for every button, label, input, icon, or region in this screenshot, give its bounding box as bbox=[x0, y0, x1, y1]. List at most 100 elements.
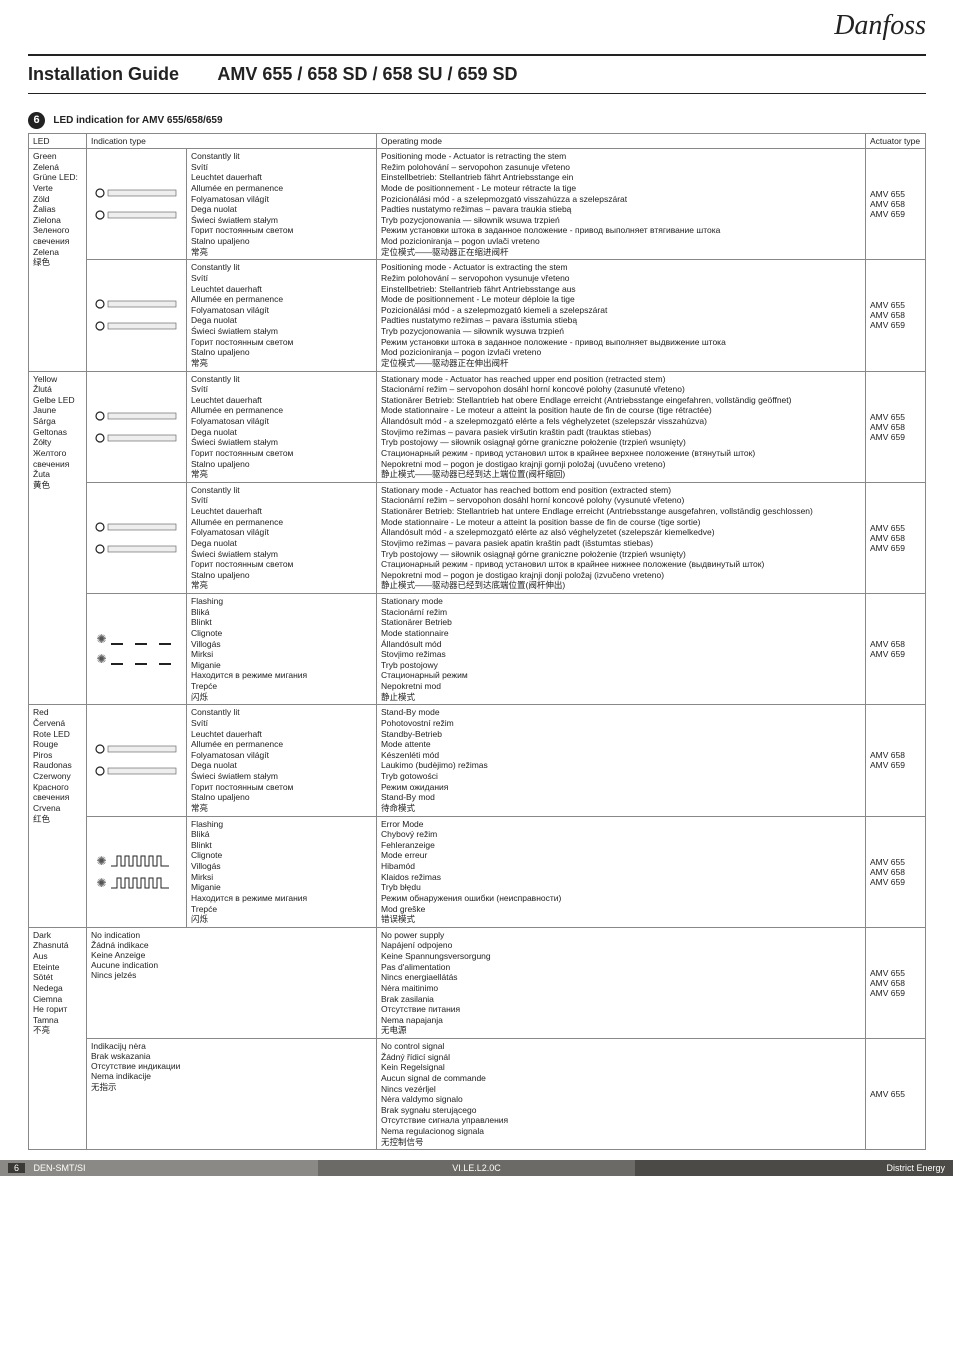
operating-mode-cell: Error ModeChybový režimFehleranzeigeMode… bbox=[377, 816, 866, 927]
indication-cell: ✺ ✺ FlashingBlikáBlinktClignoteVillogásM… bbox=[87, 594, 377, 705]
indication-label: Trepće bbox=[191, 904, 372, 915]
signal-flashing-pulse-icon: ✺ bbox=[96, 876, 176, 890]
indication-label: 常亮 bbox=[191, 469, 372, 480]
led-name: Piros bbox=[33, 750, 82, 761]
table-row: ✺ ✺ FlashingBlikáBlinktClignoteVillogásM… bbox=[29, 816, 926, 927]
signal-constant-icon bbox=[94, 742, 180, 756]
col-header-mode: Operating mode bbox=[377, 134, 866, 149]
indication-label: Leuchtet dauerhaft bbox=[191, 506, 372, 517]
indication-label: Constantly lit bbox=[191, 151, 372, 162]
led-name: Yellow bbox=[33, 374, 82, 385]
indication-cell: Constantly litSvítíLeuchtet dauerhaftAll… bbox=[87, 482, 377, 593]
indication-label: Nema indikacije bbox=[91, 1071, 372, 1081]
actuator-line: AMV 658 bbox=[870, 639, 921, 649]
led-name: Sötét bbox=[33, 972, 82, 983]
mode-line: No power supply bbox=[381, 930, 861, 941]
mode-line: Állandósult mód - a szelepmozgató elérte… bbox=[381, 416, 861, 427]
indication-label: Žádná indikace bbox=[91, 940, 372, 950]
led-name: свечения bbox=[33, 459, 82, 470]
mode-line: Stovįimo režimas bbox=[381, 649, 861, 660]
footer-left-text: DEN-SMT/SI bbox=[34, 1163, 86, 1173]
indication-cell: ✺ ✺ FlashingBlikáBlinktClignoteVillogásM… bbox=[87, 816, 377, 927]
mode-line: Tryb postojowy — siłownik osiągnął górne… bbox=[381, 437, 861, 448]
indication-label: Горит постоянным светом bbox=[191, 225, 372, 236]
signal-constant-icon bbox=[94, 764, 180, 778]
indication-label: No indication bbox=[91, 930, 372, 940]
mode-line: Stand-By mod bbox=[381, 792, 861, 803]
mode-line: Mode erreur bbox=[381, 850, 861, 861]
mode-line: Отсутствие сигнала управления bbox=[381, 1115, 861, 1126]
mode-line: Nėra valdymo signalo bbox=[381, 1094, 861, 1105]
indication-label: Горит постоянным светом bbox=[191, 448, 372, 459]
indication-cell: Indikacijų nėraBrak wskazaniaОтсутствие … bbox=[87, 1039, 377, 1150]
col-header-led: LED bbox=[29, 134, 87, 149]
section-header: 6 LED indication for AMV 655/658/659 bbox=[28, 112, 926, 129]
mode-line: Stationärer Betrieb: Stellantrieb hat un… bbox=[381, 506, 861, 517]
mode-line: Chybový režim bbox=[381, 829, 861, 840]
col-header-indication: Indication type bbox=[87, 134, 377, 149]
signal-flashing-pulse-icon: ✺ bbox=[96, 854, 176, 868]
led-name: Crvena bbox=[33, 803, 82, 814]
led-name: Зеленого bbox=[33, 225, 82, 236]
mode-line: Brak sygnału sterującego bbox=[381, 1105, 861, 1116]
indication-graphic: ✺ ✺ bbox=[87, 594, 187, 704]
mode-line: Stovįimo režimas – pavara pasiek apatin … bbox=[381, 538, 861, 549]
actuator-line: AMV 658 bbox=[870, 978, 921, 988]
led-name: Желтого bbox=[33, 448, 82, 459]
indication-label: Mirksi bbox=[191, 872, 372, 883]
mode-line: Aucun signal de commande bbox=[381, 1073, 861, 1084]
indication-label: Clignote bbox=[191, 628, 372, 639]
indication-label: Villogás bbox=[191, 861, 372, 872]
signal-constant-icon bbox=[94, 520, 180, 534]
mode-line: Állandósult mód - a szelepmozgató elérte… bbox=[381, 527, 861, 538]
mode-line: 静止模式——驱动器已经到达底端位置(阀杆伸出) bbox=[381, 580, 861, 591]
mode-line: Padties nustatymo režimas – pavara trauk… bbox=[381, 204, 861, 215]
actuator-line: AMV 659 bbox=[870, 988, 921, 998]
mode-line: 无电源 bbox=[381, 1025, 861, 1036]
section-number-badge: 6 bbox=[28, 112, 45, 129]
table-header-row: LED Indication type Operating mode Actua… bbox=[29, 134, 926, 149]
mode-line: Einstellbetrieb: Stellantrieb fährt Antr… bbox=[381, 284, 861, 295]
led-name: Żółty bbox=[33, 437, 82, 448]
indication-label: Nincs jelzés bbox=[91, 970, 372, 980]
gear-icon: ✺ bbox=[96, 877, 106, 889]
indication-label: Indikacijų nėra bbox=[91, 1041, 372, 1051]
indication-label: 闪烁 bbox=[191, 914, 372, 925]
mode-line: Režim polohování – servopohon zasunuje v… bbox=[381, 162, 861, 173]
actuator-line: AMV 658 bbox=[870, 750, 921, 760]
led-color-cell: GreenZelenáGrüne LED:VerteZöldŽaliasZiel… bbox=[29, 149, 87, 372]
mode-line: Einstellbetrieb: Stellantrieb fährt Antr… bbox=[381, 172, 861, 183]
table-row: Indikacijų nėraBrak wskazaniaОтсутствие … bbox=[29, 1039, 926, 1150]
indication-label: Świeci światłem stałym bbox=[191, 215, 372, 226]
mode-line: Режим установки штока в заданное положен… bbox=[381, 225, 861, 236]
indication-label: Constantly lit bbox=[191, 374, 372, 385]
indication-cell: Constantly litSvítíLeuchtet dauerhaftAll… bbox=[87, 149, 377, 260]
indication-label: Miganie bbox=[191, 882, 372, 893]
table-row: Constantly litSvítíLeuchtet dauerhaftAll… bbox=[29, 482, 926, 593]
actuator-type-cell: AMV 655AMV 658AMV 659 bbox=[866, 482, 926, 593]
indication-graphic bbox=[87, 149, 187, 259]
mode-line: 错误模式 bbox=[381, 914, 861, 925]
indication-label: Bliká bbox=[191, 607, 372, 618]
header-title: Installation Guide bbox=[28, 64, 179, 85]
actuator-type-cell: AMV 655AMV 658AMV 659 bbox=[866, 927, 926, 1038]
mode-line: Pas d'alimentation bbox=[381, 962, 861, 973]
led-name: Rouge bbox=[33, 739, 82, 750]
indication-label: Allumée en permanence bbox=[191, 294, 372, 305]
led-name: Rote LED bbox=[33, 729, 82, 740]
mode-line: Tryb pozycjonowania — siłownik wysuwa tr… bbox=[381, 326, 861, 337]
mode-line: 定位模式——驱动器正在伸出阀杆 bbox=[381, 358, 861, 369]
mode-line: Napájení odpojeno bbox=[381, 940, 861, 951]
indication-label: Folyamatosan világít bbox=[191, 416, 372, 427]
mode-line: Žádný řídicí signál bbox=[381, 1052, 861, 1063]
led-name: Jaune bbox=[33, 405, 82, 416]
mode-line: Stand-By mode bbox=[381, 707, 861, 718]
indication-label: Leuchtet dauerhaft bbox=[191, 284, 372, 295]
indication-label: Folyamatosan világít bbox=[191, 194, 372, 205]
gear-icon: ✺ bbox=[96, 653, 106, 665]
mode-line: Tryb postojowy bbox=[381, 660, 861, 671]
signal-constant-icon bbox=[94, 431, 180, 445]
indication-labels: Constantly litSvítíLeuchtet dauerhaftAll… bbox=[187, 705, 376, 815]
actuator-line: AMV 659 bbox=[870, 543, 921, 553]
actuator-type-cell: AMV 655AMV 658AMV 659 bbox=[866, 149, 926, 260]
